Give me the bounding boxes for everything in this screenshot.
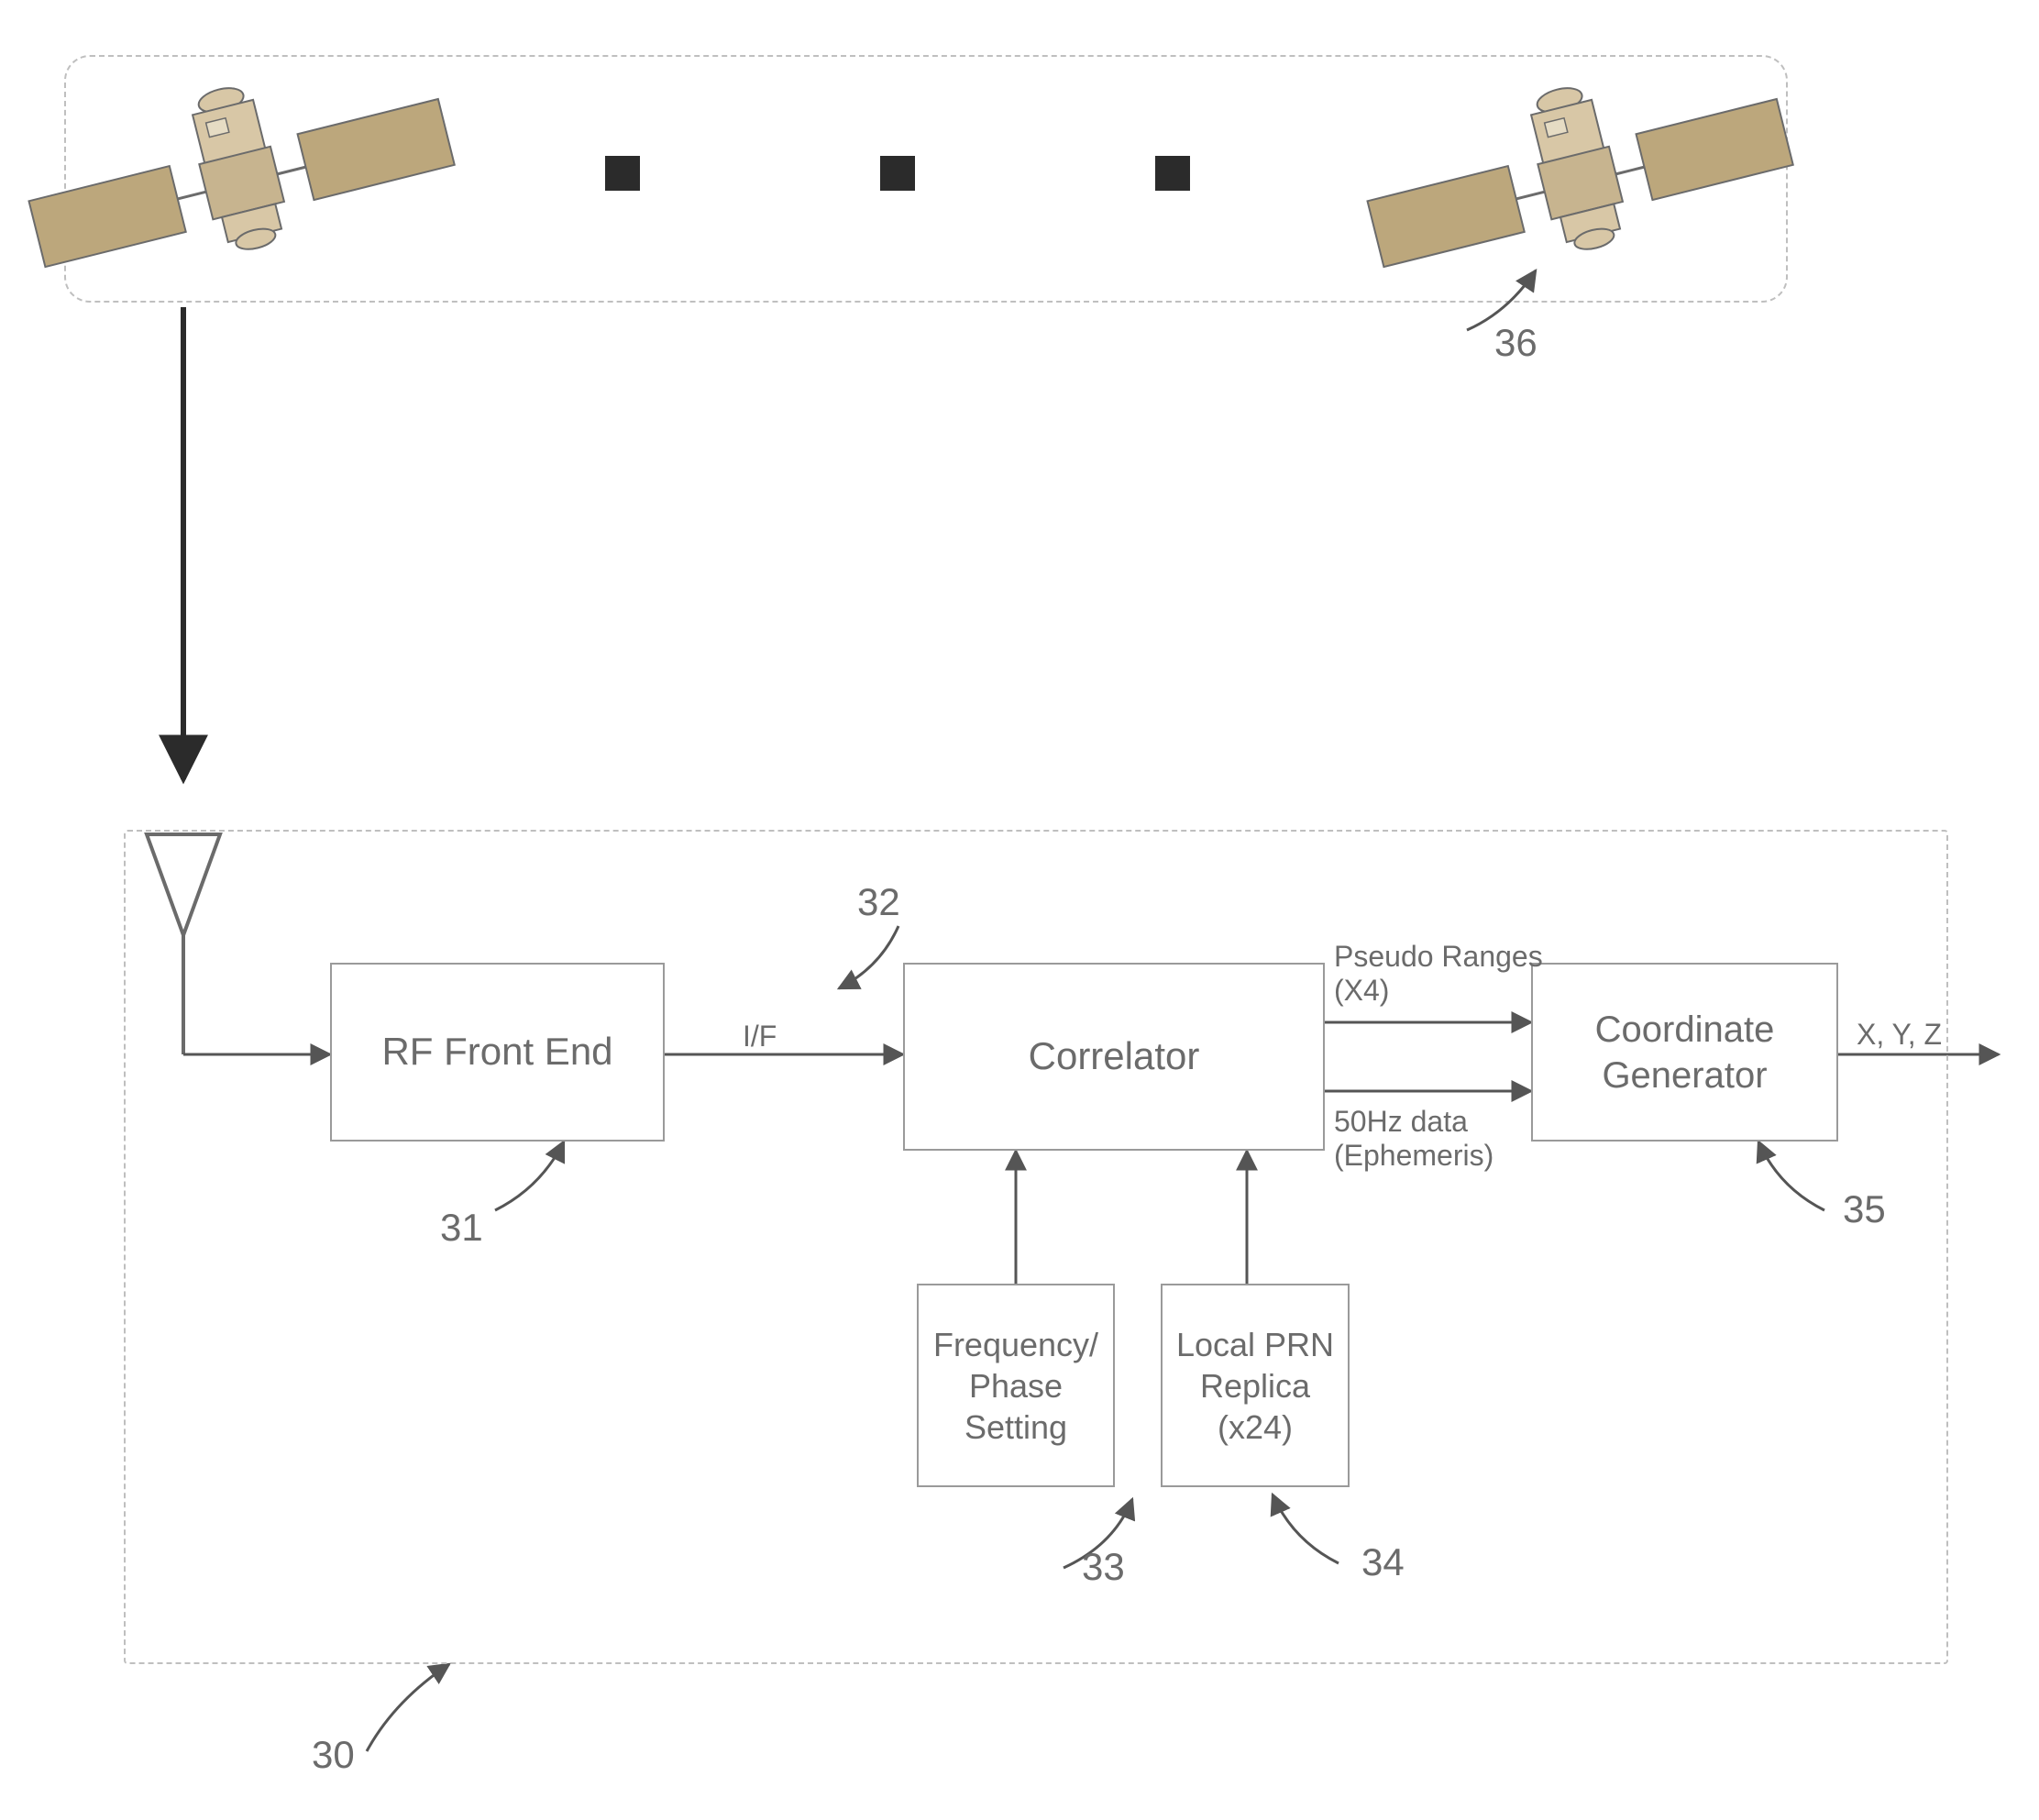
edge-label-if: I/F (743, 1020, 777, 1053)
edge-label-ephemeris: 50Hz data (Ephemeris) (1334, 1105, 1493, 1173)
local-prn-block: Local PRN Replica (x24) (1161, 1284, 1350, 1487)
receiver-box (124, 830, 1948, 1664)
ref-35: 35 (1843, 1187, 1886, 1231)
ref-36: 36 (1494, 321, 1538, 365)
correlator-block: Correlator (903, 963, 1325, 1151)
ellipsis-dot (605, 156, 640, 191)
ref-31: 31 (440, 1206, 483, 1250)
diagram-canvas: RF Front End Correlator Frequency/ Phase… (37, 37, 2002, 1783)
ref-33: 33 (1082, 1545, 1125, 1589)
rf-front-end-block: RF Front End (330, 963, 665, 1142)
edge-label-xyz: X, Y, Z (1857, 1018, 1942, 1052)
ref-32: 32 (857, 880, 900, 924)
ref-34: 34 (1361, 1540, 1405, 1584)
coord-gen-block: Coordinate Generator (1531, 963, 1838, 1142)
edge-label-pseudo-ranges: Pseudo Ranges (X4) (1334, 940, 1543, 1008)
ellipsis-dot (1155, 156, 1190, 191)
satellite-group-box (64, 55, 1788, 303)
ref-30: 30 (312, 1733, 355, 1777)
freq-phase-block: Frequency/ Phase Setting (917, 1284, 1115, 1487)
ellipsis-dot (880, 156, 915, 191)
